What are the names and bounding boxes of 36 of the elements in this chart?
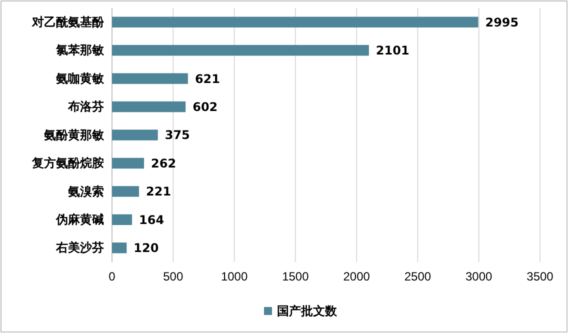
y-tick-label: 伪麻黄碱 [55, 212, 104, 227]
x-tick-label: 0 [108, 270, 116, 284]
y-tick-label: 布洛芬 [67, 100, 105, 114]
y-tick-label: 氯苯那敏 [55, 43, 105, 58]
data-label: 2995 [485, 15, 519, 30]
x-tick-label: 1000 [220, 270, 248, 284]
legend-label: 国产批文数 [277, 304, 338, 318]
bar [112, 73, 188, 84]
bar [112, 214, 132, 226]
bar [112, 242, 127, 254]
data-label: 120 [134, 241, 159, 256]
bar [112, 130, 158, 140]
x-tick-label: 3000 [466, 270, 493, 284]
data-label: 2101 [376, 44, 410, 58]
bar [112, 44, 369, 56]
y-tick-label: 氨咖黄敏 [55, 71, 105, 86]
y-tick-label: 氨酚黄那敏 [43, 128, 105, 142]
y-tick-label: 右美沙芬 [55, 240, 105, 255]
y-tick-label: 氨溴索 [67, 184, 104, 198]
data-label: 221 [146, 184, 172, 199]
data-label: 602 [192, 100, 218, 114]
data-label: 164 [139, 212, 164, 227]
x-tick-label: 500 [163, 270, 184, 284]
bar [112, 186, 140, 197]
x-tick-label: 1500 [282, 270, 310, 284]
data-label: 375 [164, 128, 190, 142]
y-tick-label: 复方氨酚烷胺 [31, 156, 104, 170]
data-label: 621 [194, 72, 220, 86]
bar [112, 16, 478, 28]
x-tick-label: 2000 [343, 270, 370, 284]
bar [112, 158, 144, 169]
bar [112, 101, 186, 112]
y-tick-label: 对乙酰氨基酚 [31, 14, 105, 29]
x-tick-label: 2500 [404, 270, 432, 284]
x-tick-label: 3500 [526, 270, 554, 284]
data-label: 262 [151, 156, 176, 170]
